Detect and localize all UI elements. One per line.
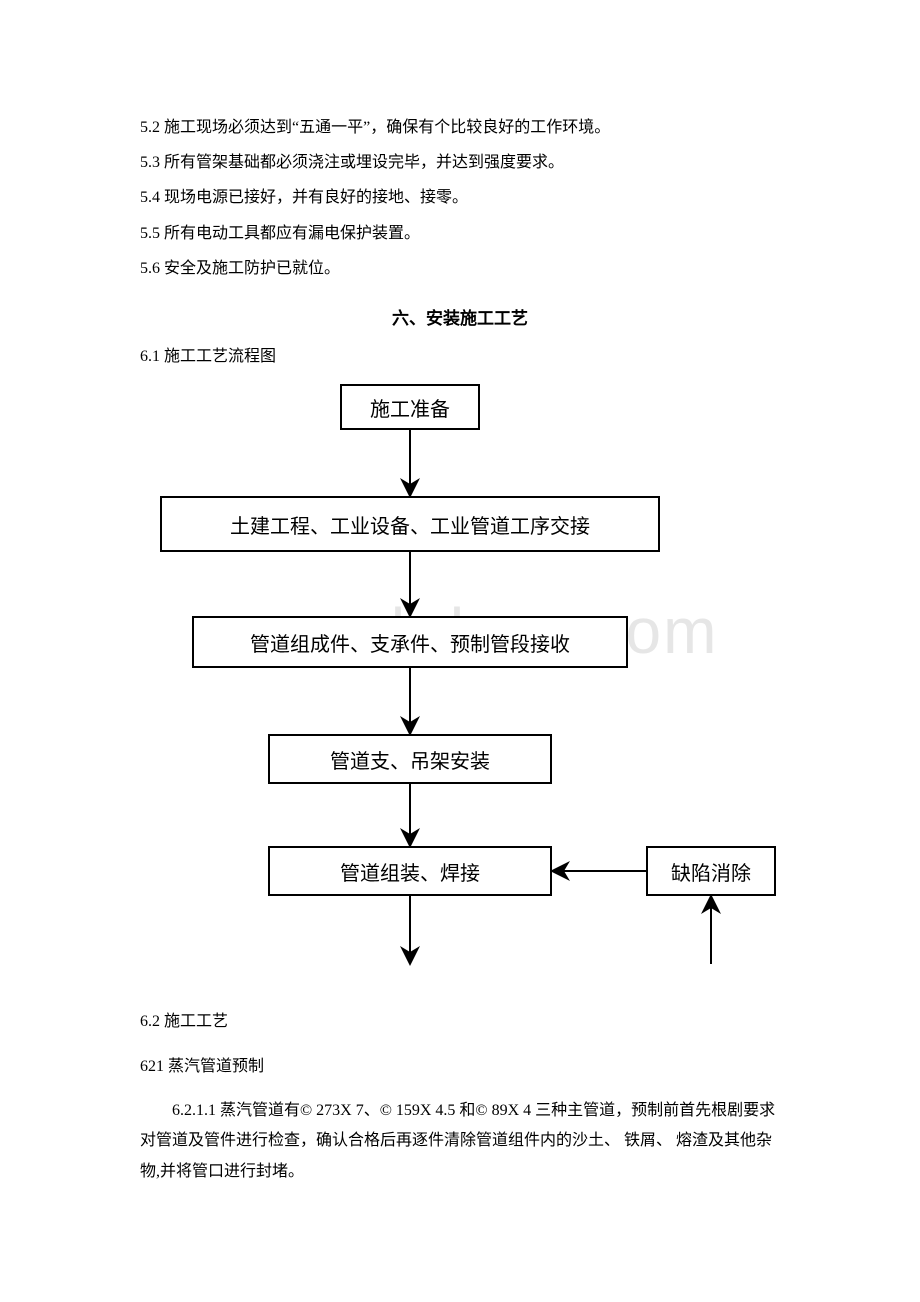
flow-node-3-label: 管道组成件、支承件、预制管段接收	[250, 628, 570, 657]
flow-node-1: 施工准备	[340, 384, 480, 430]
flowchart-arrows	[140, 384, 780, 989]
flow-node-2: 土建工程、工业设备、工业管道工序交接	[160, 496, 660, 552]
flow-node-5: 管道组装、焊接	[268, 846, 552, 896]
para-5-2: 5.2 施工现场必须达到“五通一平”，确保有个比较良好的工作环境。	[140, 110, 780, 145]
para-6-1: 6.1 施工工艺流程图	[140, 339, 780, 374]
flow-node-2-label: 土建工程、工业设备、工业管道工序交接	[230, 510, 590, 539]
para-5-3: 5.3 所有管架基础都必须浇注或埋设完毕，并达到强度要求。	[140, 145, 780, 180]
flow-node-5-label: 管道组装、焊接	[340, 857, 480, 886]
para-6-2-1-1: 6.2.1.1 蒸汽管道有© 273X 7、© 159X 4.5 和© 89X …	[140, 1096, 780, 1187]
para-5-4: 5.4 现场电源已接好，并有良好的接地、接零。	[140, 180, 780, 215]
para-5-6: 5.6 安全及施工防护已就位。	[140, 251, 780, 286]
flow-node-3: 管道组成件、支承件、预制管段接收	[192, 616, 628, 668]
flow-node-6: 缺陷消除	[646, 846, 776, 896]
para-5-5: 5.5 所有电动工具都应有漏电保护装置。	[140, 216, 780, 251]
flow-node-1-label: 施工准备	[370, 393, 450, 422]
para-6-2-1: 621 蒸汽管道预制	[140, 1052, 780, 1082]
flowchart: www.bdocx.com 施工准备 土	[140, 384, 780, 989]
flow-node-4: 管道支、吊架安装	[268, 734, 552, 784]
flow-node-4-label: 管道支、吊架安装	[330, 745, 490, 774]
flow-node-6-label: 缺陷消除	[671, 857, 751, 886]
section-6-title: 六、安装施工工艺	[140, 304, 780, 329]
para-6-2: 6.2 施工工艺	[140, 1007, 780, 1037]
